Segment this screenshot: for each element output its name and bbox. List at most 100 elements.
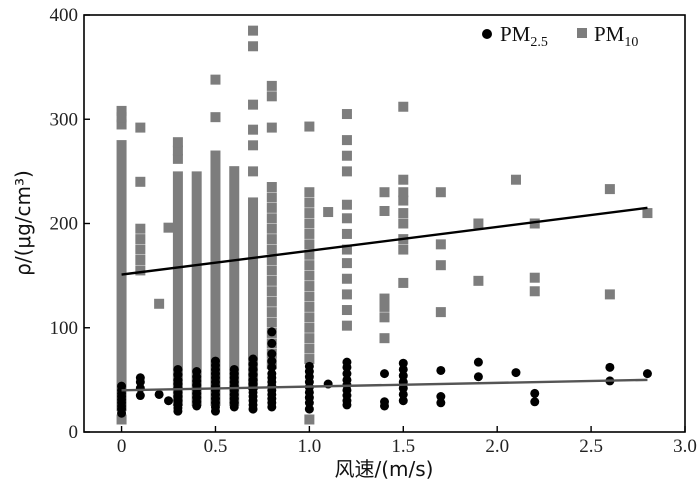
pm25-point xyxy=(304,404,314,414)
pm10-point xyxy=(398,174,409,185)
y-tick-label: 200 xyxy=(50,214,79,235)
x-tick-label: 2.5 xyxy=(579,436,603,457)
pm10-point xyxy=(304,260,315,271)
pm10-point xyxy=(304,121,315,132)
pm10-column xyxy=(191,171,202,406)
y-tick-label: 400 xyxy=(50,5,79,26)
pm10-point xyxy=(172,153,183,164)
pm10-column xyxy=(210,150,221,406)
pm10-point xyxy=(341,320,352,331)
legend-pm10-main: PM xyxy=(594,22,625,46)
pm10-point xyxy=(435,239,446,250)
pm10-point xyxy=(341,109,352,120)
pm10-point xyxy=(248,166,259,177)
pm10-point xyxy=(154,298,165,309)
pm10-point xyxy=(379,205,390,216)
pm10-point xyxy=(135,176,146,187)
pm10-series xyxy=(116,25,653,425)
pm10-point xyxy=(116,112,127,123)
pm10-point xyxy=(266,80,277,91)
x-axis-title: 风速/(m/s) xyxy=(335,457,434,481)
pm10-point xyxy=(266,317,277,328)
pm25-point xyxy=(342,357,352,367)
pm25-point xyxy=(436,398,446,408)
pm10-point xyxy=(529,272,540,283)
pm10-point xyxy=(266,122,277,133)
y-tick-label: 100 xyxy=(50,318,79,339)
pm10-point xyxy=(266,202,277,213)
trend-line-pm10 xyxy=(121,206,648,276)
pm25-point xyxy=(192,367,202,377)
x-tick-label: 0.5 xyxy=(204,436,228,457)
pm10-point xyxy=(379,312,390,323)
pm10-point xyxy=(172,145,183,156)
x-tick-label: 0 xyxy=(117,436,127,457)
pm25-point xyxy=(154,389,164,399)
pm10-point xyxy=(248,140,259,151)
pm10-point xyxy=(304,197,315,208)
legend: PM2.5 PM10 xyxy=(482,22,638,50)
pm25-point xyxy=(398,389,408,399)
pm10-point xyxy=(304,249,315,260)
pm10-point xyxy=(341,244,352,255)
x-tick-label: 1.0 xyxy=(298,436,322,457)
pm10-point xyxy=(435,187,446,198)
pm10-point xyxy=(379,301,390,312)
y-tick-label: 0 xyxy=(69,422,79,443)
pm25-point xyxy=(342,369,352,379)
pm25-point xyxy=(267,369,277,379)
pm10-point xyxy=(210,112,221,123)
pm25-point xyxy=(267,338,277,348)
pm25-point xyxy=(267,327,277,337)
pm10-point xyxy=(266,275,277,286)
pm10-point xyxy=(304,333,315,344)
pm25-point xyxy=(164,396,174,406)
pm10-point xyxy=(266,265,277,276)
pm10-point xyxy=(116,119,127,130)
pm25-point xyxy=(530,388,540,398)
pm10-column xyxy=(229,166,240,406)
pm25-point xyxy=(605,362,615,372)
pm10-point xyxy=(341,273,352,284)
y-tick-label: 300 xyxy=(50,109,79,130)
legend-pm10-label: PM10 xyxy=(594,22,638,50)
pm10-point xyxy=(248,99,259,110)
pm10-point xyxy=(304,208,315,219)
pm10-point xyxy=(473,275,484,286)
pm10-point xyxy=(435,307,446,318)
pm10-point xyxy=(248,124,259,135)
pm10-point xyxy=(266,192,277,203)
pm25-point xyxy=(398,371,408,381)
pm10-point xyxy=(341,199,352,210)
y-axis-title: ρ/(μg/cm³) xyxy=(11,170,35,276)
x-tick-label: 3.0 xyxy=(673,436,697,457)
pm10-point xyxy=(379,293,390,304)
pm10-point xyxy=(248,25,259,36)
pm10-point xyxy=(398,208,409,219)
pm10-point xyxy=(172,137,183,148)
pm10-point xyxy=(341,228,352,239)
pm25-point xyxy=(267,356,277,366)
pm25-point xyxy=(511,368,521,378)
pm10-point xyxy=(304,343,315,354)
pm10-point xyxy=(398,101,409,112)
pm10-point xyxy=(473,218,484,229)
pm10-point xyxy=(604,289,615,300)
pm10-point xyxy=(604,184,615,195)
pm10-point xyxy=(304,414,315,425)
pm10-point xyxy=(398,244,409,255)
pm10-point xyxy=(341,166,352,177)
pm25-point xyxy=(473,357,483,367)
pm25-point xyxy=(135,391,145,401)
pm10-point xyxy=(266,307,277,318)
pm25-point xyxy=(117,381,127,391)
pm10-point xyxy=(135,265,146,276)
pm25-point xyxy=(473,372,483,382)
pm10-point xyxy=(266,296,277,307)
legend-pm25-label: PM2.5 xyxy=(500,22,548,50)
pm10-column xyxy=(172,171,183,406)
pm10-point xyxy=(266,91,277,102)
pm25-point xyxy=(248,354,258,364)
pm25-point xyxy=(398,358,408,368)
pm10-column xyxy=(248,197,259,391)
